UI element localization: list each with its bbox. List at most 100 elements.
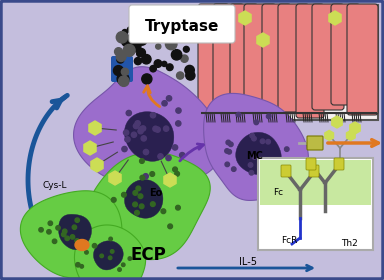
Circle shape <box>186 71 195 80</box>
Polygon shape <box>93 241 123 270</box>
Circle shape <box>121 35 133 47</box>
Circle shape <box>117 56 124 63</box>
Polygon shape <box>59 214 91 249</box>
Circle shape <box>166 38 177 50</box>
Circle shape <box>113 66 123 76</box>
Circle shape <box>133 123 139 129</box>
Text: Tryptase: Tryptase <box>145 18 219 34</box>
Circle shape <box>166 155 171 161</box>
FancyBboxPatch shape <box>262 4 291 108</box>
Circle shape <box>161 209 166 214</box>
Circle shape <box>266 139 270 144</box>
FancyBboxPatch shape <box>347 4 378 115</box>
FancyBboxPatch shape <box>244 4 276 115</box>
Circle shape <box>125 137 130 142</box>
Circle shape <box>181 55 188 62</box>
Circle shape <box>279 165 283 169</box>
Circle shape <box>174 21 181 28</box>
Circle shape <box>48 221 53 225</box>
Circle shape <box>116 52 126 62</box>
Circle shape <box>154 60 162 67</box>
Circle shape <box>164 126 169 131</box>
FancyBboxPatch shape <box>278 4 309 112</box>
Circle shape <box>82 244 85 247</box>
Circle shape <box>122 192 126 197</box>
Circle shape <box>249 171 254 175</box>
FancyBboxPatch shape <box>198 4 229 110</box>
Circle shape <box>135 18 144 27</box>
Text: IL-5: IL-5 <box>239 257 257 267</box>
Circle shape <box>93 244 97 248</box>
FancyBboxPatch shape <box>309 165 319 177</box>
Circle shape <box>111 250 114 253</box>
Circle shape <box>63 229 67 234</box>
Circle shape <box>130 41 141 52</box>
Circle shape <box>135 121 140 126</box>
Polygon shape <box>20 191 122 278</box>
Circle shape <box>119 76 129 87</box>
FancyBboxPatch shape <box>334 158 344 170</box>
Circle shape <box>137 21 146 31</box>
Circle shape <box>226 140 230 145</box>
Circle shape <box>154 25 166 37</box>
Circle shape <box>150 66 156 72</box>
FancyBboxPatch shape <box>230 4 258 105</box>
Circle shape <box>122 29 127 35</box>
Circle shape <box>166 64 173 71</box>
Circle shape <box>248 163 253 167</box>
Circle shape <box>133 202 137 207</box>
Circle shape <box>125 48 130 53</box>
Circle shape <box>121 68 129 75</box>
Text: ECP: ECP <box>130 246 166 264</box>
Circle shape <box>123 45 135 56</box>
Circle shape <box>114 48 122 56</box>
Circle shape <box>172 145 178 150</box>
Polygon shape <box>328 194 364 240</box>
Polygon shape <box>74 67 222 186</box>
Circle shape <box>171 50 182 60</box>
Circle shape <box>75 239 79 243</box>
Circle shape <box>316 190 372 246</box>
Circle shape <box>136 186 141 191</box>
Circle shape <box>39 228 43 232</box>
Circle shape <box>121 263 125 267</box>
Text: Th2: Th2 <box>341 239 358 248</box>
Circle shape <box>166 96 172 101</box>
Circle shape <box>137 51 142 57</box>
Circle shape <box>184 32 192 39</box>
Circle shape <box>285 147 289 151</box>
Circle shape <box>47 230 51 234</box>
Circle shape <box>143 174 148 179</box>
Text: MC: MC <box>247 151 263 161</box>
Circle shape <box>140 175 145 180</box>
Polygon shape <box>124 112 174 161</box>
Circle shape <box>184 46 189 52</box>
Circle shape <box>127 27 133 32</box>
Circle shape <box>70 235 74 239</box>
Circle shape <box>139 204 144 209</box>
Circle shape <box>116 32 127 43</box>
Circle shape <box>124 130 129 135</box>
Circle shape <box>142 55 151 64</box>
Circle shape <box>76 263 80 267</box>
Circle shape <box>225 162 230 167</box>
Circle shape <box>175 205 180 210</box>
Circle shape <box>153 29 162 39</box>
Circle shape <box>132 21 139 28</box>
Circle shape <box>162 25 169 32</box>
Circle shape <box>175 121 181 126</box>
Circle shape <box>137 35 147 45</box>
Circle shape <box>75 218 79 222</box>
FancyBboxPatch shape <box>306 158 316 170</box>
Circle shape <box>236 112 241 117</box>
Circle shape <box>252 155 257 159</box>
Circle shape <box>141 136 146 141</box>
Circle shape <box>134 57 142 65</box>
Circle shape <box>254 120 258 125</box>
Circle shape <box>118 268 121 271</box>
Circle shape <box>177 72 184 79</box>
Circle shape <box>156 44 161 49</box>
Circle shape <box>85 251 88 254</box>
Circle shape <box>174 26 185 37</box>
Circle shape <box>141 126 146 131</box>
